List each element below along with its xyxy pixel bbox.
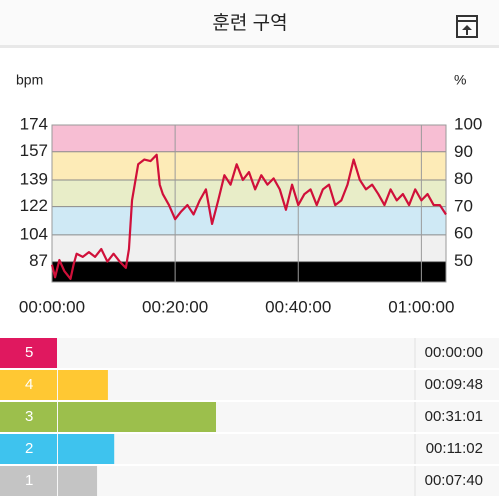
plot: 174 157 139 122 104 87 100 90 80 70 60 50 00:00:00 00… — [19, 114, 482, 316]
zone-bar — [58, 402, 216, 432]
zone-band — [52, 179, 446, 207]
zone-label-box — [0, 466, 57, 496]
zone-time: 00:31:01 — [425, 408, 483, 425]
header-title: 훈련 구역 — [212, 12, 287, 34]
zone-bar — [58, 370, 108, 400]
zone-band — [52, 125, 446, 152]
y2-axis-label: % — [454, 72, 466, 88]
x-tick-label: 00:40:00 — [265, 297, 331, 316]
icon-frame — [456, 15, 478, 38]
zone-band — [52, 234, 446, 262]
header — [0, 0, 499, 45]
zone-time: 00:00:00 — [425, 344, 483, 361]
header-shadow — [0, 45, 499, 48]
y2-tick-label: 80 — [454, 169, 473, 188]
zone-label: 5 — [25, 344, 33, 361]
y-axis-label: bpm — [16, 72, 43, 88]
y2-tick-label: 90 — [454, 142, 473, 161]
zone-time: 00:07:40 — [425, 472, 483, 489]
zone-label-box — [0, 338, 57, 368]
zone-label: 3 — [25, 408, 33, 425]
y2-tick-label: 50 — [454, 251, 473, 270]
zone-time: 00:11:02 — [426, 440, 483, 457]
y-tick-label: 122 — [20, 196, 48, 215]
zone-band — [52, 206, 446, 235]
zone-band — [52, 151, 446, 180]
plot-frame — [51, 124, 447, 283]
export-icon[interactable] — [456, 15, 478, 38]
zone-bar — [58, 434, 115, 464]
icon-arrow — [462, 25, 472, 35]
zone-label-box — [0, 370, 57, 400]
y-tick-label: 87 — [29, 251, 48, 270]
zone-label: 1 — [25, 472, 33, 489]
y-tick-label: 157 — [20, 141, 48, 160]
zone-list: 5 00:00:00 4 00:09:48 3 00:31:01 2 00:11:02 1 00:… — [0, 338, 499, 496]
y2-tick-label: 60 — [454, 224, 473, 243]
x-tick-label: 00:20:00 — [142, 297, 208, 316]
zone-row — [0, 338, 499, 368]
zone-label-box — [0, 402, 57, 432]
zone-bar — [58, 466, 98, 496]
heart-rate-line — [50, 153, 447, 280]
zone-label: 2 — [25, 440, 33, 457]
zone-time: 00:09:48 — [425, 376, 483, 393]
y-tick-label: 104 — [20, 224, 48, 243]
zone-band — [52, 261, 446, 282]
y-tick-label: 174 — [20, 114, 48, 133]
zone-label: 4 — [25, 376, 33, 393]
zone-label-box — [0, 434, 57, 464]
x-tick-label: 00:00:00 — [19, 297, 85, 316]
y2-tick-label: 100 — [454, 114, 482, 133]
y-tick-label: 139 — [20, 169, 48, 188]
x-tick-label: 01:00:00 — [388, 297, 454, 316]
y2-tick-label: 70 — [454, 196, 473, 215]
